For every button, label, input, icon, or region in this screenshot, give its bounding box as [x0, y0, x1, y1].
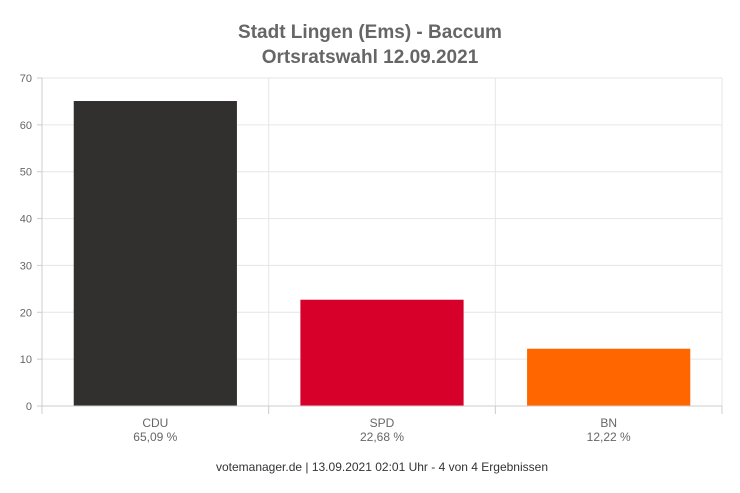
- bar-bn: [527, 348, 691, 406]
- y-tick-label-60: 60: [20, 120, 32, 132]
- y-tick-label-50: 50: [20, 167, 32, 179]
- bars: [73, 101, 691, 406]
- value-label-cdu: 65,09 %: [133, 430, 177, 444]
- chart-title-line2: Ortsratswahl 12.09.2021: [262, 47, 479, 68]
- bar-spd: [300, 299, 464, 406]
- value-label-bn: 12,22 %: [587, 430, 631, 444]
- axes: [41, 78, 723, 414]
- bar-cdu: [73, 101, 237, 406]
- x-label-spd: SPD: [370, 416, 395, 430]
- y-tick-label-10: 10: [20, 354, 32, 366]
- chart-title-line1: Stadt Lingen (Ems) - Baccum: [238, 22, 502, 43]
- x-label-bn: BN: [600, 416, 617, 430]
- y-tick-label-40: 40: [20, 214, 32, 226]
- value-label-spd: 22,68 %: [360, 430, 404, 444]
- y-tick-label-70: 70: [20, 73, 32, 85]
- y-tick-label-30: 30: [20, 260, 32, 272]
- chart-footer: votemanager.de | 13.09.2021 02:01 Uhr - …: [216, 460, 548, 474]
- y-axis-ticks: 0 10 20 30 40 50 60 70: [20, 73, 42, 413]
- y-tick-label-0: 0: [26, 401, 32, 413]
- x-label-cdu: CDU: [142, 416, 168, 430]
- y-tick-label-20: 20: [20, 307, 32, 319]
